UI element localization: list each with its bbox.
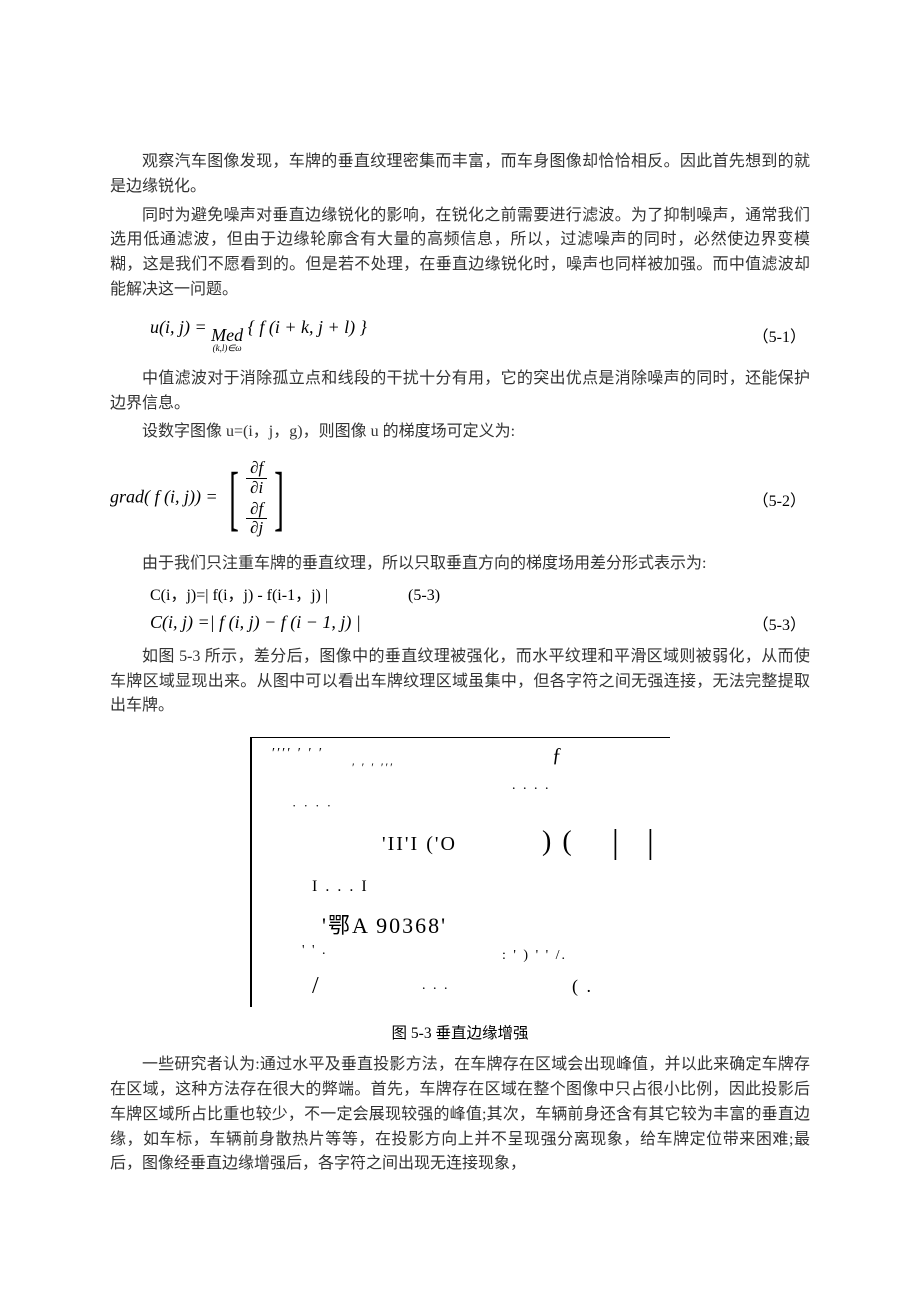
figure-5-3-canvas: ′′′′ ′ ′ ′ ′ ′ ′ ′′′ . . . . · · · · 'II'I (…	[250, 737, 670, 1007]
paragraph-5: 由于我们只注重车牌的垂直纹理，所以只取垂直方向的梯度场用差分形式表示为:	[110, 552, 810, 577]
figure-5-3: ′′′′ ′ ′ ′ ′ ′ ′ ′′′ . . . . · · · · 'II'I (…	[110, 737, 810, 1043]
figure-texture-mark: /	[312, 973, 321, 1000]
figure-texture-mark: ( .	[572, 976, 593, 997]
paragraph-8: 一些研究者认为:通过水平及垂直投影方法，在车牌存在区域会出现峰值，并以此来确定车…	[110, 1053, 810, 1177]
equation-5-2-body: grad( f (i, j)) = [ ∂f ∂i ∂f ∂j ]	[110, 459, 291, 538]
eq51-med-operator: Med (k,l)∈ω	[211, 326, 243, 353]
eq52-matrix-col: ∂f ∂i ∂f ∂j	[246, 459, 267, 538]
eq52-matrix: [ ∂f ∂i ∂f ∂j ]	[222, 459, 291, 538]
eq52-m11-top: ∂f	[246, 459, 267, 479]
figure-texture-mark: ' ' .	[302, 943, 328, 959]
figure-texture-mark: : ' ) ' ' /.	[502, 948, 567, 964]
figure-texture-mark: ′′′′ ′ ′ ′	[272, 746, 324, 762]
eq52-m21-top: ∂f	[246, 500, 267, 520]
eq52-frac-di: ∂f ∂i	[246, 459, 267, 497]
figure-texture-mark: 'II'I ('O	[382, 833, 457, 856]
figure-texture-mark: · · · ·	[292, 798, 333, 814]
eq51-med-sub: (k,l)∈ω	[213, 344, 242, 353]
eq51-med-top: Med	[211, 326, 243, 344]
equation-5-3-inline: C(i，j)=| f(i，j) - f(i-1，j) | (5-3)	[110, 581, 810, 605]
equation-5-1: u(i, j) = Med (k,l)∈ω { f (i + k, j + l)…	[110, 317, 810, 353]
figure-texture-mark: I . . . I	[312, 878, 369, 896]
figure-texture-mark: |	[612, 824, 621, 862]
figure-texture-mark: . . . .	[512, 778, 551, 794]
equation-5-3-number: （5-3）	[753, 611, 810, 635]
paragraph-4: 设数字图像 u=(i，j，g)，则图像 u 的梯度场可定义为:	[110, 420, 810, 445]
figure-texture-mark: ) (	[542, 826, 574, 858]
equation-5-2: grad( f (i, j)) = [ ∂f ∂i ∂f ∂j ] （5-2）	[110, 459, 810, 538]
eq51-lhs: u(i, j) =	[150, 317, 211, 337]
figure-texture-mark: |	[647, 824, 656, 862]
left-bracket-icon: [	[229, 470, 239, 528]
equation-5-3: C(i, j) =| f (i, j) − f (i − 1, j) | （5-…	[110, 611, 810, 635]
figure-5-3-caption: 图 5-3 垂直边缘增强	[110, 1021, 810, 1043]
equation-5-1-number: （5-1）	[753, 323, 810, 347]
paragraph-3: 中值滤波对于消除孤立点和线段的干扰十分有用，它的突出优点是消除噪声的同时，还能保…	[110, 367, 810, 417]
figure-texture-mark: ′ ′ ′ ′′′	[352, 760, 395, 775]
paragraph-1: 观察汽车图像发现，车牌的垂直纹理密集而丰富，而车身图像却恰恰相反。因此首先想到的…	[110, 150, 810, 200]
eq52-frac-dj: ∂f ∂j	[246, 500, 267, 538]
page-root: 观察汽车图像发现，车牌的垂直纹理密集而丰富，而车身图像却恰恰相反。因此首先想到的…	[0, 0, 920, 1302]
equation-5-3-body: C(i, j) =| f (i, j) − f (i − 1, j) |	[110, 612, 361, 633]
paragraph-2: 同时为避免噪声对垂直边缘锐化的影响，在锐化之前需要进行滤波。为了抑制噪声，通常我…	[110, 204, 810, 303]
eq52-m21-bot: ∂j	[246, 519, 267, 538]
eq52-m11-bot: ∂i	[246, 479, 267, 498]
figure-texture-mark: . . .	[422, 978, 450, 994]
figure-texture-mark: ƒ	[552, 744, 564, 767]
right-bracket-icon: ]	[274, 470, 284, 528]
paragraph-7: 如图 5-3 所示，差分后，图像中的垂直纹理被强化，而水平纹理和平滑区域则被弱化…	[110, 645, 810, 719]
eq52-lhs: grad( f (i, j)) =	[110, 487, 222, 507]
equation-5-1-body: u(i, j) = Med (k,l)∈ω { f (i + k, j + l)…	[110, 317, 367, 353]
equation-5-2-number: （5-2）	[753, 487, 810, 511]
figure-texture-mark: '鄂A 90368'	[322, 908, 447, 940]
eq51-rhs: { f (i + k, j + l) }	[248, 317, 367, 337]
